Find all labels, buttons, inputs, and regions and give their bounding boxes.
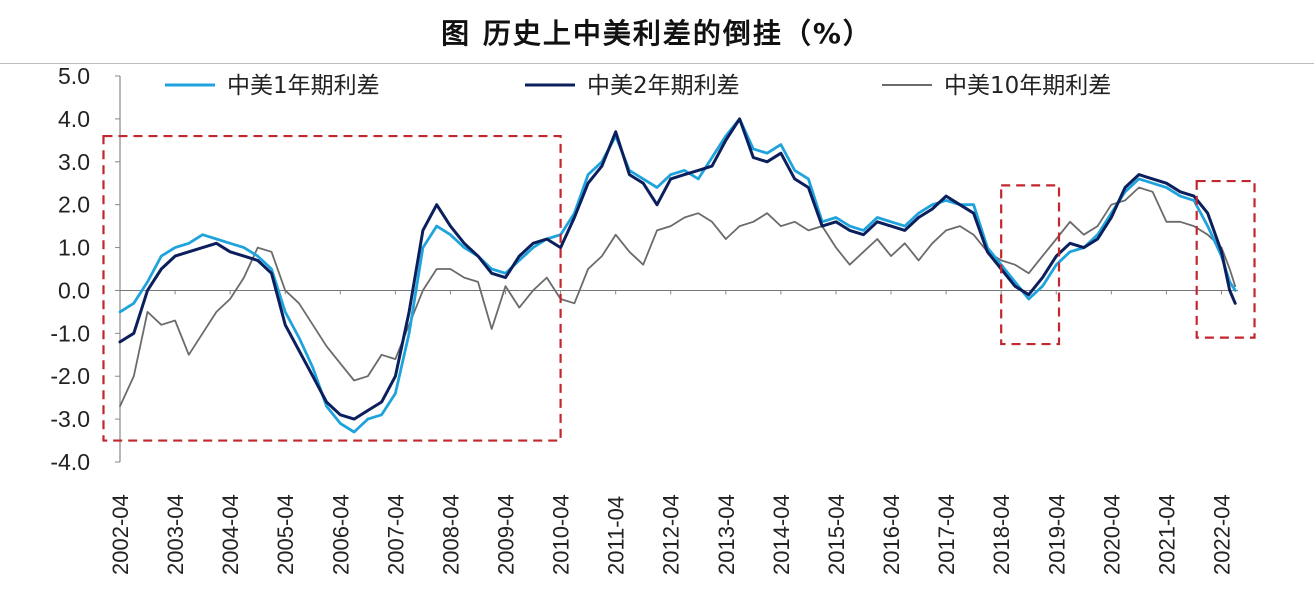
legend-label-2: 中美10年期利差 bbox=[944, 73, 1111, 99]
x-tick-label: 2015-04 bbox=[824, 494, 849, 575]
x-tick-label: 2002-04 bbox=[108, 494, 133, 575]
x-tick-label: 2006-04 bbox=[328, 494, 353, 575]
series-line-0 bbox=[118, 117, 1237, 434]
x-tick-label: 2020-04 bbox=[1099, 494, 1124, 575]
title-bar: 图 历史上中美利差的倒挂（%） bbox=[0, 0, 1314, 64]
chart-title: 图 历史上中美利差的倒挂（%） bbox=[441, 16, 873, 50]
series-line-1 bbox=[118, 117, 1237, 421]
x-tick-label: 2012-04 bbox=[659, 494, 684, 575]
x-tick-label: 2022-04 bbox=[1209, 494, 1234, 575]
y-tick-label: 4.0 bbox=[58, 106, 90, 132]
x-tick-label: 2005-04 bbox=[273, 494, 298, 575]
y-tick-label: 2.0 bbox=[58, 192, 90, 218]
x-tick-label: 2019-04 bbox=[1044, 494, 1069, 575]
dashed-highlight-box-2 bbox=[1195, 179, 1256, 339]
legend: 中美1年期利差 中美2年期利差 中美10年期利差 bbox=[165, 73, 1111, 99]
dashed-highlight-box-1 bbox=[1000, 184, 1061, 346]
x-tick-label: 2016-04 bbox=[879, 494, 904, 575]
legend-label-1: 中美2年期利差 bbox=[587, 73, 740, 99]
x-tick-label: 2007-04 bbox=[383, 494, 408, 575]
y-tick-label: 0.0 bbox=[58, 277, 90, 303]
x-tick-label: 2010-04 bbox=[549, 494, 574, 575]
x-tick-label: 2009-04 bbox=[494, 494, 519, 575]
y-tick-label: -1.0 bbox=[50, 320, 90, 346]
y-tick-label: 5.0 bbox=[58, 63, 90, 89]
x-tick-label: 2021-04 bbox=[1154, 494, 1179, 575]
series-line-2 bbox=[119, 186, 1237, 408]
y-tick-label: -3.0 bbox=[50, 406, 90, 432]
annotation-boxes bbox=[102, 134, 1256, 442]
legend-label-0: 中美1年期利差 bbox=[227, 73, 380, 99]
dashed-highlight-box-0 bbox=[102, 134, 562, 442]
x-tick-label: 2008-04 bbox=[438, 494, 463, 575]
x-tick-label: 2004-04 bbox=[218, 494, 243, 575]
y-tick-label: -2.0 bbox=[50, 363, 90, 389]
y-tick-label: 3.0 bbox=[58, 149, 90, 175]
y-tick-label: -4.0 bbox=[50, 449, 90, 475]
series-group bbox=[118, 117, 1237, 434]
x-tick-label: 2003-04 bbox=[163, 494, 188, 575]
x-tick-label: 2013-04 bbox=[714, 494, 739, 575]
x-tick-label: 2018-04 bbox=[989, 494, 1014, 575]
x-tick-label: 2017-04 bbox=[934, 494, 959, 575]
axes-group: 5.0 4.0 3.0 2.0 1.0 0.0 -1.0 -2.0 -3.0 -4.0 2002-0… bbox=[50, 63, 1238, 575]
y-tick-label: 1.0 bbox=[58, 235, 90, 261]
x-tick-label: 2014-04 bbox=[769, 494, 794, 575]
x-tick-label: 2011-04 bbox=[604, 496, 629, 575]
